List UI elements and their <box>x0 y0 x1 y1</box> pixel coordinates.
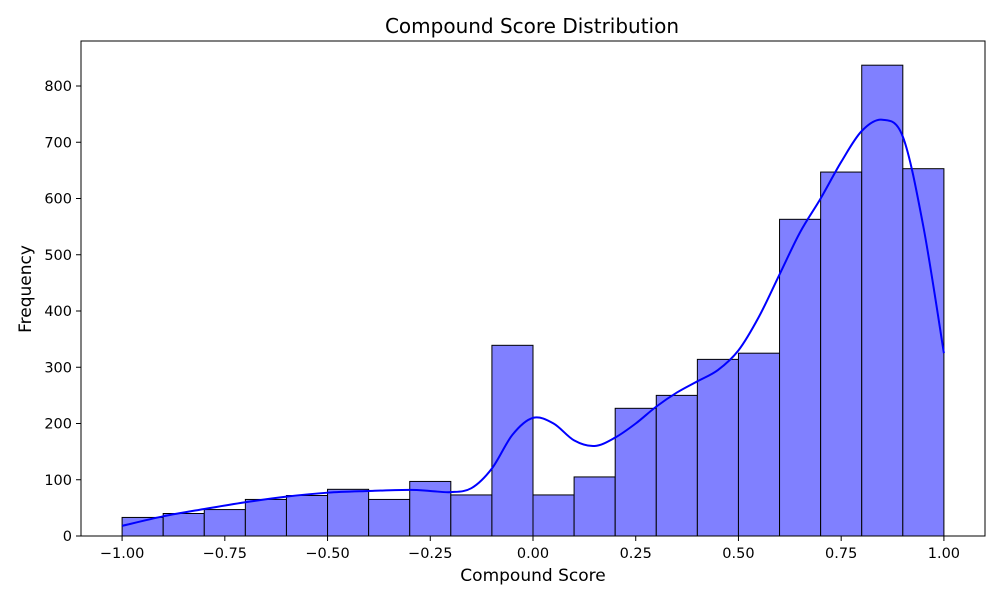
x-tick-label: −0.50 <box>305 546 349 562</box>
histogram-bar <box>573 476 616 537</box>
histogram-bar <box>614 407 657 537</box>
histogram-bar <box>820 171 863 537</box>
x-axis-label: Compound Score <box>460 566 605 586</box>
y-tick-label: 800 <box>44 79 72 95</box>
histogram-bar <box>203 509 246 537</box>
histogram-bar <box>491 344 534 537</box>
histogram-bar <box>162 513 205 537</box>
y-tick-label: 0 <box>63 529 72 545</box>
y-tick-label: 300 <box>44 360 72 376</box>
chart-title: Compound Score Distribution <box>385 14 679 38</box>
histogram-bar <box>779 218 822 537</box>
histogram-bar <box>737 352 781 537</box>
x-tick-label: 0.50 <box>722 546 754 562</box>
y-tick-label: 600 <box>44 192 72 208</box>
y-tick-label: 700 <box>44 135 72 151</box>
y-axis-label: Frequency <box>16 245 36 333</box>
kde-curve <box>121 118 945 527</box>
histogram-bar <box>655 394 698 537</box>
histogram-bar <box>285 495 329 537</box>
histogram-bar <box>327 488 370 537</box>
histogram-bar <box>450 494 493 537</box>
y-tick-label: 500 <box>44 248 72 264</box>
x-tick-label: 1.00 <box>928 546 960 562</box>
x-tick-label: −0.25 <box>408 546 452 562</box>
histogram-bars <box>121 64 945 537</box>
histogram-bar <box>244 498 287 537</box>
x-axis-ticks: −1.00 −0.75 −0.50 −0.25 0.00 0.25 0.50 0.75 1.00 <box>100 536 960 562</box>
histogram-bar <box>696 358 739 537</box>
x-tick-label: 0.00 <box>517 546 549 562</box>
y-tick-label: 100 <box>44 473 72 489</box>
x-tick-label: 0.25 <box>620 546 652 562</box>
x-tick-label: −0.75 <box>203 546 247 562</box>
x-tick-label: −1.00 <box>100 546 144 562</box>
histogram-bar <box>368 498 411 537</box>
y-tick-label: 400 <box>44 304 72 320</box>
histogram-bar <box>861 64 904 537</box>
x-tick-label: 0.75 <box>825 546 857 562</box>
histogram-bar <box>532 494 575 537</box>
y-tick-label: 200 <box>44 417 72 433</box>
y-axis-ticks: 0 100 200 300 400 500 600 700 800 <box>44 79 81 545</box>
